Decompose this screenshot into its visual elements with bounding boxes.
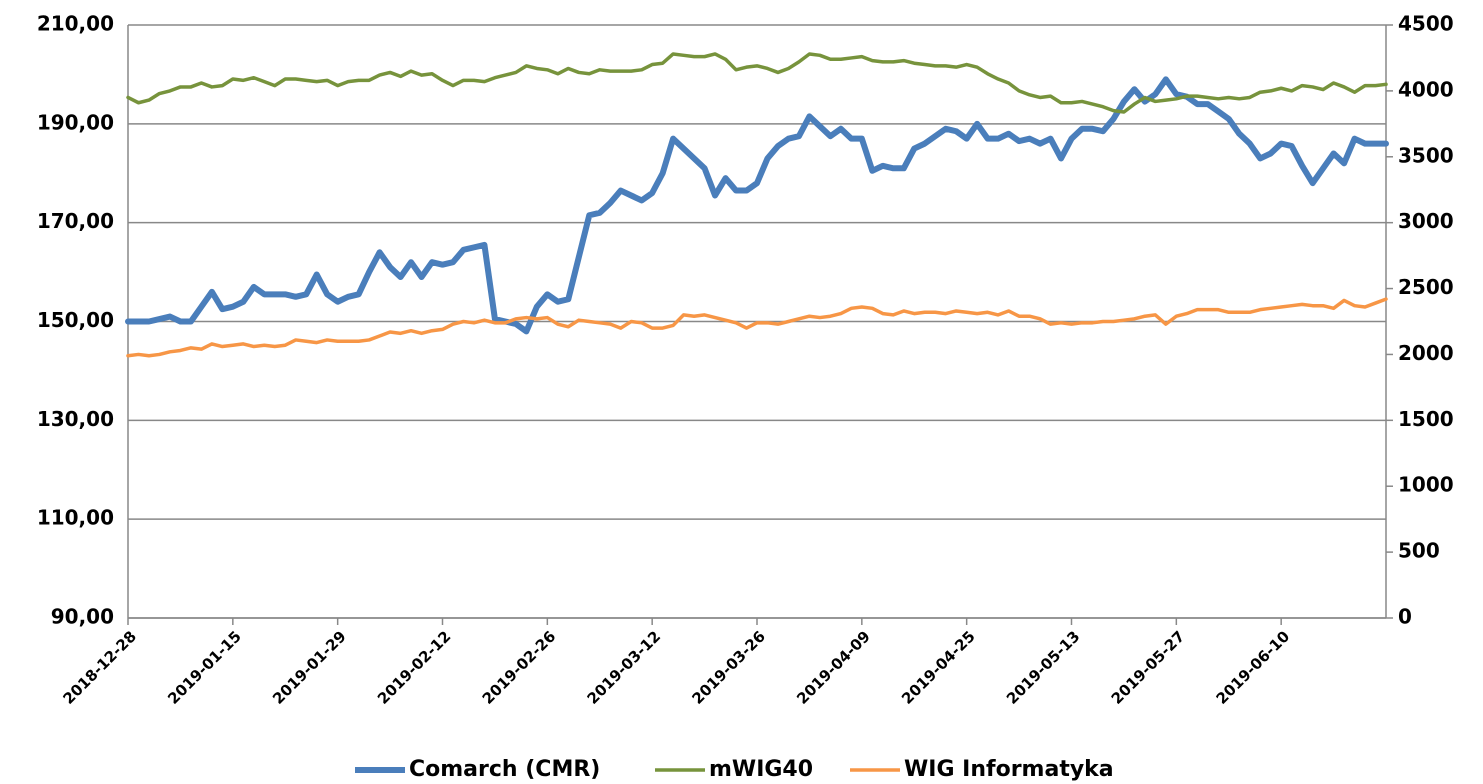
x-tick-label: 2019-03-26 (688, 627, 769, 708)
series-line (125, 76, 1389, 335)
x-tick-label: 2019-01-29 (269, 627, 350, 708)
y-tick-label: 110,00 (37, 506, 114, 530)
y2-tick-label: 0 (1398, 605, 1412, 629)
x-tick-label: 2019-04-09 (793, 627, 874, 708)
y2-tick-label: 4000 (1398, 77, 1454, 101)
y2-tick-label: 2000 (1398, 341, 1454, 365)
y-tick-label: 170,00 (37, 209, 114, 233)
y2-tick-label: 2500 (1398, 275, 1454, 299)
x-tick-label: 2019-03-12 (584, 627, 665, 708)
y2-tick-label: 3500 (1398, 143, 1454, 167)
x-tick-label: 2019-05-13 (1003, 627, 1084, 708)
x-tick-label: 2019-02-12 (374, 627, 455, 708)
y-tick-label: 130,00 (37, 407, 114, 431)
legend-label: mWIG40 (709, 757, 813, 782)
series-line (126, 52, 1388, 114)
x-tick-label: 2019-02-26 (479, 627, 560, 708)
x-tick-label: 2019-04-25 (898, 627, 979, 708)
y-tick-label: 90,00 (51, 605, 114, 629)
y2-tick-label: 3000 (1398, 209, 1454, 233)
y2-tick-label: 4500 (1398, 12, 1454, 36)
y2-tick-label: 500 (1398, 539, 1440, 563)
x-tick-label: 2019-06-10 (1213, 627, 1294, 708)
y2-tick-label: 1000 (1398, 473, 1454, 497)
series-line (126, 297, 1388, 358)
legend-label: WIG Informatyka (904, 757, 1114, 782)
y-tick-label: 150,00 (37, 308, 114, 332)
legend-label: Comarch (CMR) (409, 757, 600, 782)
x-tick-label: 2018-12-28 (59, 627, 140, 708)
y2-tick-label: 1500 (1398, 407, 1454, 431)
y-tick-label: 210,00 (37, 12, 114, 36)
x-tick-label: 2019-01-15 (164, 627, 245, 708)
x-tick-label: 2019-05-27 (1108, 627, 1189, 708)
y-tick-label: 190,00 (37, 110, 114, 134)
